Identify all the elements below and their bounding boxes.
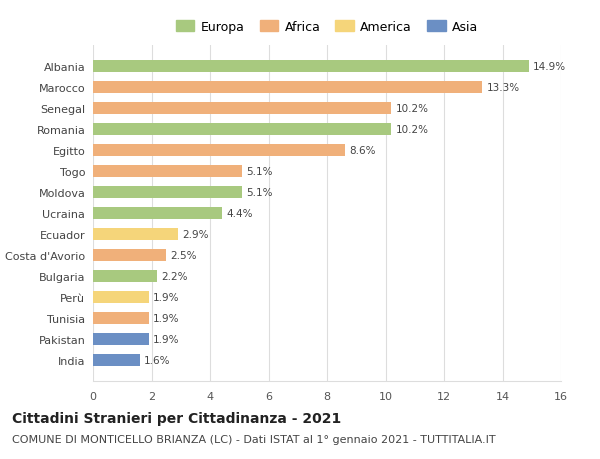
Legend: Europa, Africa, America, Asia: Europa, Africa, America, Asia: [173, 19, 481, 37]
Text: 2.2%: 2.2%: [162, 271, 188, 281]
Bar: [93, 124, 391, 135]
Bar: [93, 82, 482, 94]
Bar: [93, 187, 242, 198]
Text: 14.9%: 14.9%: [533, 62, 566, 72]
Text: 2.5%: 2.5%: [170, 250, 197, 260]
Text: 1.9%: 1.9%: [153, 313, 179, 323]
Bar: [93, 250, 166, 261]
Bar: [93, 145, 344, 157]
Bar: [93, 166, 242, 177]
Bar: [93, 103, 391, 114]
Bar: [93, 207, 222, 219]
Text: Cittadini Stranieri per Cittadinanza - 2021: Cittadini Stranieri per Cittadinanza - 2…: [12, 411, 341, 425]
Text: 5.1%: 5.1%: [247, 188, 273, 197]
Text: 10.2%: 10.2%: [396, 125, 429, 134]
Text: 10.2%: 10.2%: [396, 104, 429, 114]
Text: 2.9%: 2.9%: [182, 230, 209, 239]
Text: 4.4%: 4.4%: [226, 208, 253, 218]
Bar: [93, 229, 178, 240]
Bar: [93, 270, 157, 282]
Text: 1.9%: 1.9%: [153, 334, 179, 344]
Bar: [93, 333, 149, 345]
Text: 8.6%: 8.6%: [349, 146, 376, 156]
Text: 1.9%: 1.9%: [153, 292, 179, 302]
Bar: [93, 291, 149, 303]
Bar: [93, 313, 149, 324]
Bar: [93, 61, 529, 73]
Text: COMUNE DI MONTICELLO BRIANZA (LC) - Dati ISTAT al 1° gennaio 2021 - TUTTITALIA.I: COMUNE DI MONTICELLO BRIANZA (LC) - Dati…: [12, 434, 496, 444]
Text: 13.3%: 13.3%: [487, 83, 520, 93]
Text: 1.6%: 1.6%: [144, 355, 170, 365]
Bar: [93, 354, 140, 366]
Text: 5.1%: 5.1%: [247, 167, 273, 177]
